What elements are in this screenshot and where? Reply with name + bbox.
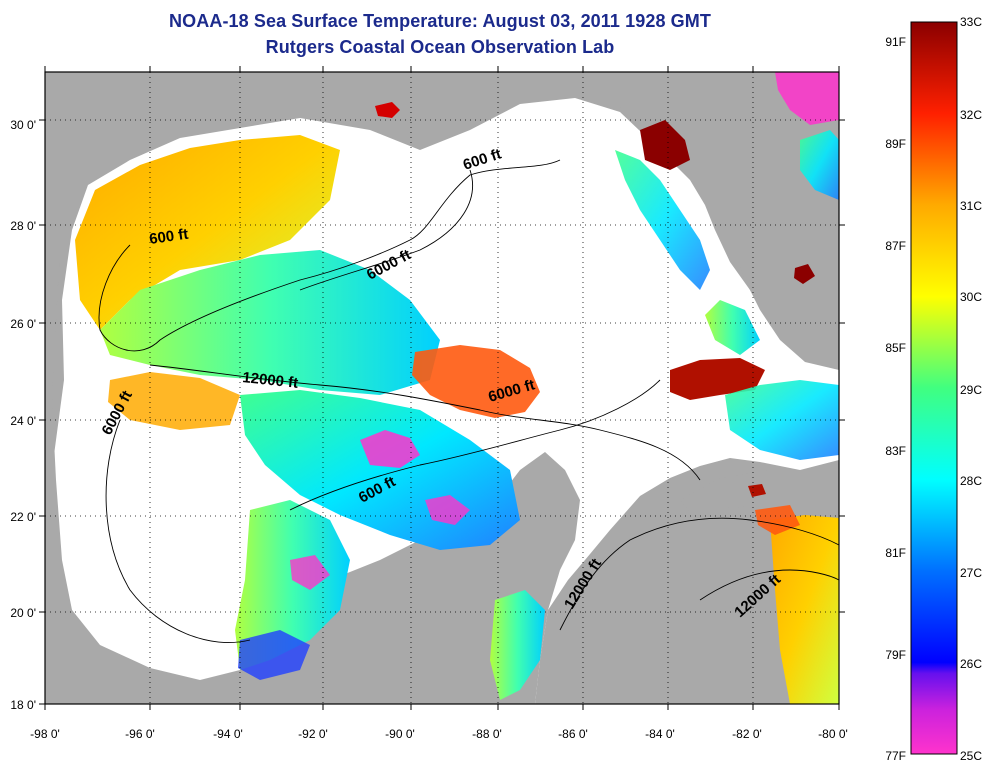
bathymetry-contours	[98, 159, 839, 643]
celsius-label: 31C	[960, 199, 982, 213]
map-frame	[44, 71, 840, 705]
lon-label: -90 0'	[385, 727, 415, 741]
fahrenheit-label: 83F	[885, 444, 906, 458]
tick-marks	[39, 66, 845, 710]
fahrenheit-label: 89F	[885, 137, 906, 151]
contour-label: 600 ft	[148, 226, 189, 248]
lat-label: 18 0'	[10, 698, 36, 712]
lon-label: -82 0'	[732, 727, 762, 741]
lat-label: 20 0'	[10, 606, 36, 620]
celsius-label: 26C	[960, 657, 982, 671]
mexico-land	[45, 72, 380, 704]
fahrenheit-label: 77F	[885, 749, 906, 763]
lon-label: -94 0'	[213, 727, 243, 741]
lon-label: -96 0'	[125, 727, 155, 741]
fahrenheit-label: 85F	[885, 341, 906, 355]
fahrenheit-label: 91F	[885, 35, 906, 49]
fahrenheit-scale: 91F 89F 87F 85F 83F 81F 79F 77F	[885, 35, 906, 763]
longitude-labels: -98 0' -96 0' -94 0' -92 0' -90 0' -88 0…	[30, 727, 848, 741]
map-subtitle: Rutgers Coastal Ocean Observation Lab	[265, 37, 615, 57]
latitude-labels: 30 0' 28 0' 26 0' 24 0' 22 0' 20 0' 18 0…	[10, 118, 36, 712]
contour-label: 12000 ft	[242, 369, 299, 392]
lat-label: 30 0'	[10, 118, 36, 132]
map-title: NOAA-18 Sea Surface Temperature: August …	[169, 11, 711, 31]
celsius-label: 32C	[960, 108, 982, 122]
celsius-label: 25C	[960, 749, 982, 763]
celsius-label: 27C	[960, 566, 982, 580]
celsius-label: 29C	[960, 383, 982, 397]
lat-label: 22 0'	[10, 510, 36, 524]
temperature-colorbar: 33C 32C 31C 30C 29C 28C 27C 26C 25C 91F …	[885, 15, 982, 763]
sst-data-layer	[75, 72, 839, 704]
lon-label: -86 0'	[558, 727, 588, 741]
celsius-label: 33C	[960, 15, 982, 29]
sst-map: -98 0' -96 0' -94 0' -92 0' -90 0' -88 0…	[10, 66, 848, 741]
lat-label: 24 0'	[10, 414, 36, 428]
lon-label: -80 0'	[818, 727, 848, 741]
lat-label: 28 0'	[10, 219, 36, 233]
lon-label: -88 0'	[472, 727, 502, 741]
lat-lon-grid	[45, 72, 839, 704]
celsius-scale: 33C 32C 31C 30C 29C 28C 27C 26C 25C	[960, 15, 982, 763]
colorbar-gradient	[910, 21, 958, 755]
fahrenheit-label: 87F	[885, 239, 906, 253]
lon-label: -98 0'	[30, 727, 60, 741]
lon-label: -84 0'	[645, 727, 675, 741]
fahrenheit-label: 81F	[885, 546, 906, 560]
celsius-label: 28C	[960, 474, 982, 488]
lon-label: -92 0'	[298, 727, 328, 741]
fahrenheit-label: 79F	[885, 648, 906, 662]
florida-land	[620, 72, 839, 370]
celsius-label: 30C	[960, 290, 982, 304]
lat-label: 26 0'	[10, 317, 36, 331]
